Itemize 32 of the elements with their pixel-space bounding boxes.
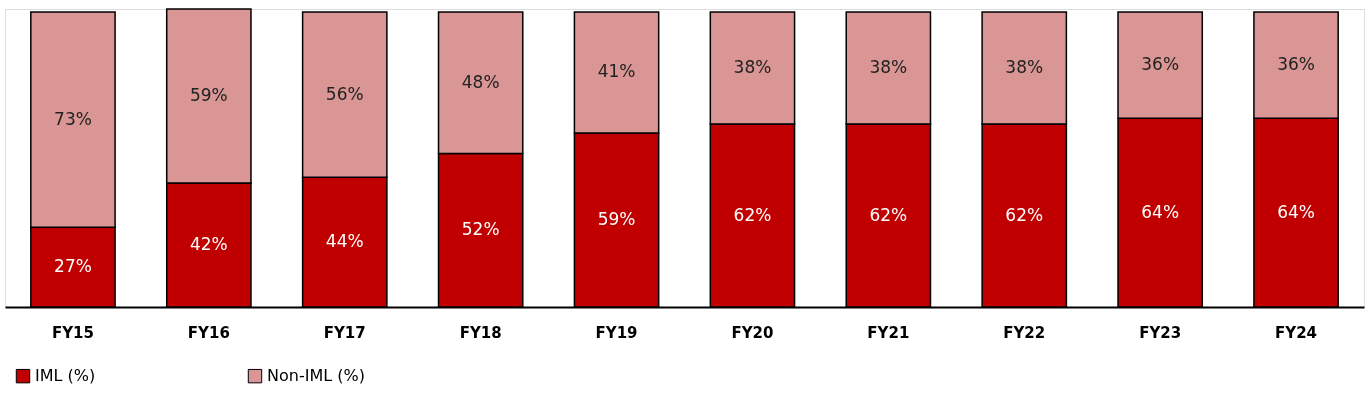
legend-label: Non-IML (%) <box>267 366 365 386</box>
x-tick-label: FY21 <box>867 323 910 342</box>
data-label: 36% <box>1141 54 1180 75</box>
data-label: 41% <box>597 61 636 82</box>
legend-label: IML (%) <box>35 366 96 386</box>
x-tick-label: FY22 <box>1003 323 1046 342</box>
data-label: 44% <box>325 231 364 252</box>
data-label: 48% <box>461 71 500 92</box>
data-label: 27% <box>54 256 92 277</box>
data-label: 62% <box>1005 204 1044 225</box>
data-label: 64% <box>1141 201 1180 222</box>
data-label: 36% <box>1277 54 1315 75</box>
data-label: 73% <box>54 108 92 129</box>
data-label: 62% <box>869 204 908 225</box>
x-tick-label: FY23 <box>1139 323 1182 342</box>
data-label: 64% <box>1277 201 1315 222</box>
x-tick-label: FY17 <box>323 323 366 342</box>
data-label: 59% <box>597 208 636 229</box>
data-label: 38% <box>733 57 772 78</box>
data-label: 56% <box>325 83 364 104</box>
data-label: 38% <box>1005 57 1044 78</box>
data-label: 62% <box>733 204 772 225</box>
data-label: 42% <box>189 234 228 255</box>
x-tick-label: FY20 <box>731 323 774 342</box>
x-tick-label: FY18 <box>459 323 502 342</box>
data-label: 59% <box>189 85 228 106</box>
data-label: 38% <box>869 57 908 78</box>
x-tick-label: FY15 <box>51 323 94 342</box>
x-tick-label: FY16 <box>187 323 230 342</box>
x-tick-label: FY24 <box>1275 323 1318 342</box>
data-label: 52% <box>461 219 500 240</box>
x-tick-label: FY19 <box>595 323 638 342</box>
